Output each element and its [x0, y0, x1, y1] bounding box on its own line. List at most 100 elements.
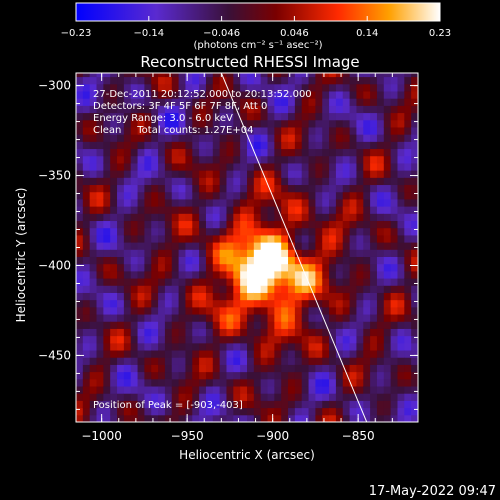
- heatmap-cell: [376, 227, 385, 236]
- plot-area: [76, 73, 418, 422]
- heatmap-cell: [233, 400, 241, 409]
- heatmap-cell: [123, 306, 132, 315]
- heatmap-cell: [240, 141, 248, 150]
- heatmap-cell: [158, 414, 166, 422]
- heatmap-cell: [308, 119, 316, 128]
- heatmap-cell: [294, 314, 303, 322]
- heatmap-cell: [356, 378, 364, 387]
- heatmap-cell: [274, 256, 282, 265]
- heatmap-cell: [82, 112, 91, 121]
- heatmap-cell: [158, 126, 166, 135]
- heatmap-cell: [144, 162, 152, 171]
- heatmap-cell: [397, 73, 405, 78]
- heatmap-cell: [397, 105, 405, 114]
- heatmap-cell: [110, 249, 118, 257]
- heatmap-cell: [404, 155, 412, 164]
- heatmap-cell: [253, 407, 262, 416]
- heatmap-cell: [199, 292, 207, 301]
- heatmap-cell: [137, 357, 145, 365]
- heatmap-cell: [144, 148, 152, 157]
- heatmap-cell: [219, 285, 227, 293]
- heatmap-cell: [383, 162, 392, 171]
- heatmap-cell: [267, 73, 275, 78]
- heatmap-cell: [110, 220, 118, 229]
- heatmap-cell: [192, 227, 200, 236]
- heatmap-cell: [315, 73, 323, 78]
- heatmap-cell: [329, 378, 337, 387]
- heatmap-cell: [260, 342, 269, 351]
- heatmap-cell: [82, 357, 91, 365]
- heatmap-cell: [164, 407, 173, 416]
- heatmap-cell: [130, 90, 139, 99]
- heatmap-cell: [199, 393, 207, 401]
- heatmap-cell: [205, 314, 214, 322]
- heatmap-cell: [164, 357, 173, 365]
- heatmap-cell: [233, 299, 241, 308]
- heatmap-cell: [390, 256, 398, 265]
- heatmap-cell: [356, 155, 364, 164]
- heatmap-cell: [404, 213, 412, 222]
- heatmap-cell: [89, 206, 98, 214]
- heatmap-cell: [82, 220, 91, 229]
- heatmap-cell: [411, 357, 418, 365]
- heatmap-cell: [329, 206, 337, 214]
- heatmap-cell: [397, 314, 405, 322]
- heatmap-cell: [370, 141, 378, 150]
- heatmap-cell: [123, 227, 132, 236]
- heatmap-cell: [144, 350, 152, 358]
- heatmap-cell: [404, 83, 412, 92]
- heatmap-cell: [171, 321, 180, 329]
- heatmap-cell: [281, 141, 289, 150]
- heatmap-cell: [82, 414, 91, 422]
- heatmap-cell: [164, 321, 173, 329]
- heatmap-cell: [308, 378, 316, 387]
- heatmap-cell: [397, 198, 405, 207]
- heatmap-cell: [82, 170, 91, 178]
- heatmap-cell: [274, 105, 282, 114]
- heatmap-cell: [164, 134, 173, 142]
- heatmap-cell: [205, 234, 214, 243]
- heatmap-cell: [274, 184, 282, 193]
- heatmap-cell: [82, 342, 91, 351]
- heatmap-cell: [96, 407, 104, 416]
- heatmap-cell: [226, 177, 234, 186]
- heatmap-cell: [342, 386, 351, 394]
- heatmap-cell: [137, 112, 145, 121]
- heatmap-cell: [76, 227, 84, 236]
- heatmap-cell: [260, 83, 269, 92]
- heatmap-cell: [76, 270, 84, 279]
- heatmap-cell: [212, 314, 221, 322]
- heatmap-cell: [76, 112, 84, 121]
- heatmap-cell: [397, 112, 405, 121]
- heatmap-cell: [397, 335, 405, 344]
- heatmap-cell: [404, 141, 412, 150]
- heatmap-cell: [288, 112, 296, 121]
- heatmap-cell: [117, 134, 125, 142]
- heatmap-cell: [103, 90, 111, 99]
- heatmap-cell: [123, 112, 132, 121]
- heatmap-cell: [253, 184, 262, 193]
- annotation-clean-counts: Clean Total counts: 1.27E+04: [93, 125, 253, 136]
- heatmap-cell: [260, 364, 269, 373]
- heatmap-cell: [356, 386, 364, 394]
- heatmap-cell: [76, 292, 84, 301]
- heatmap-cell: [329, 371, 337, 380]
- heatmap-cell: [185, 112, 193, 121]
- heatmap-cell: [288, 285, 296, 293]
- heatmap-cell: [267, 234, 275, 243]
- heatmap-cell: [383, 378, 392, 387]
- heatmap-cell: [281, 278, 289, 286]
- heatmap-cell: [103, 206, 111, 214]
- heatmap-cell: [192, 126, 200, 135]
- heatmap-cell: [130, 299, 139, 308]
- heatmap-cell: [199, 400, 207, 409]
- heatmap-cell: [274, 364, 282, 373]
- heatmap-cell: [178, 170, 186, 178]
- heatmap-cell: [212, 393, 221, 401]
- heatmap-cell: [294, 141, 303, 150]
- heatmap-cell: [411, 76, 418, 85]
- heatmap-cell: [390, 278, 398, 286]
- x-axis-label: Heliocentric X (arcsec): [179, 448, 315, 462]
- heatmap-cell: [82, 335, 91, 344]
- heatmap-cell: [130, 76, 139, 85]
